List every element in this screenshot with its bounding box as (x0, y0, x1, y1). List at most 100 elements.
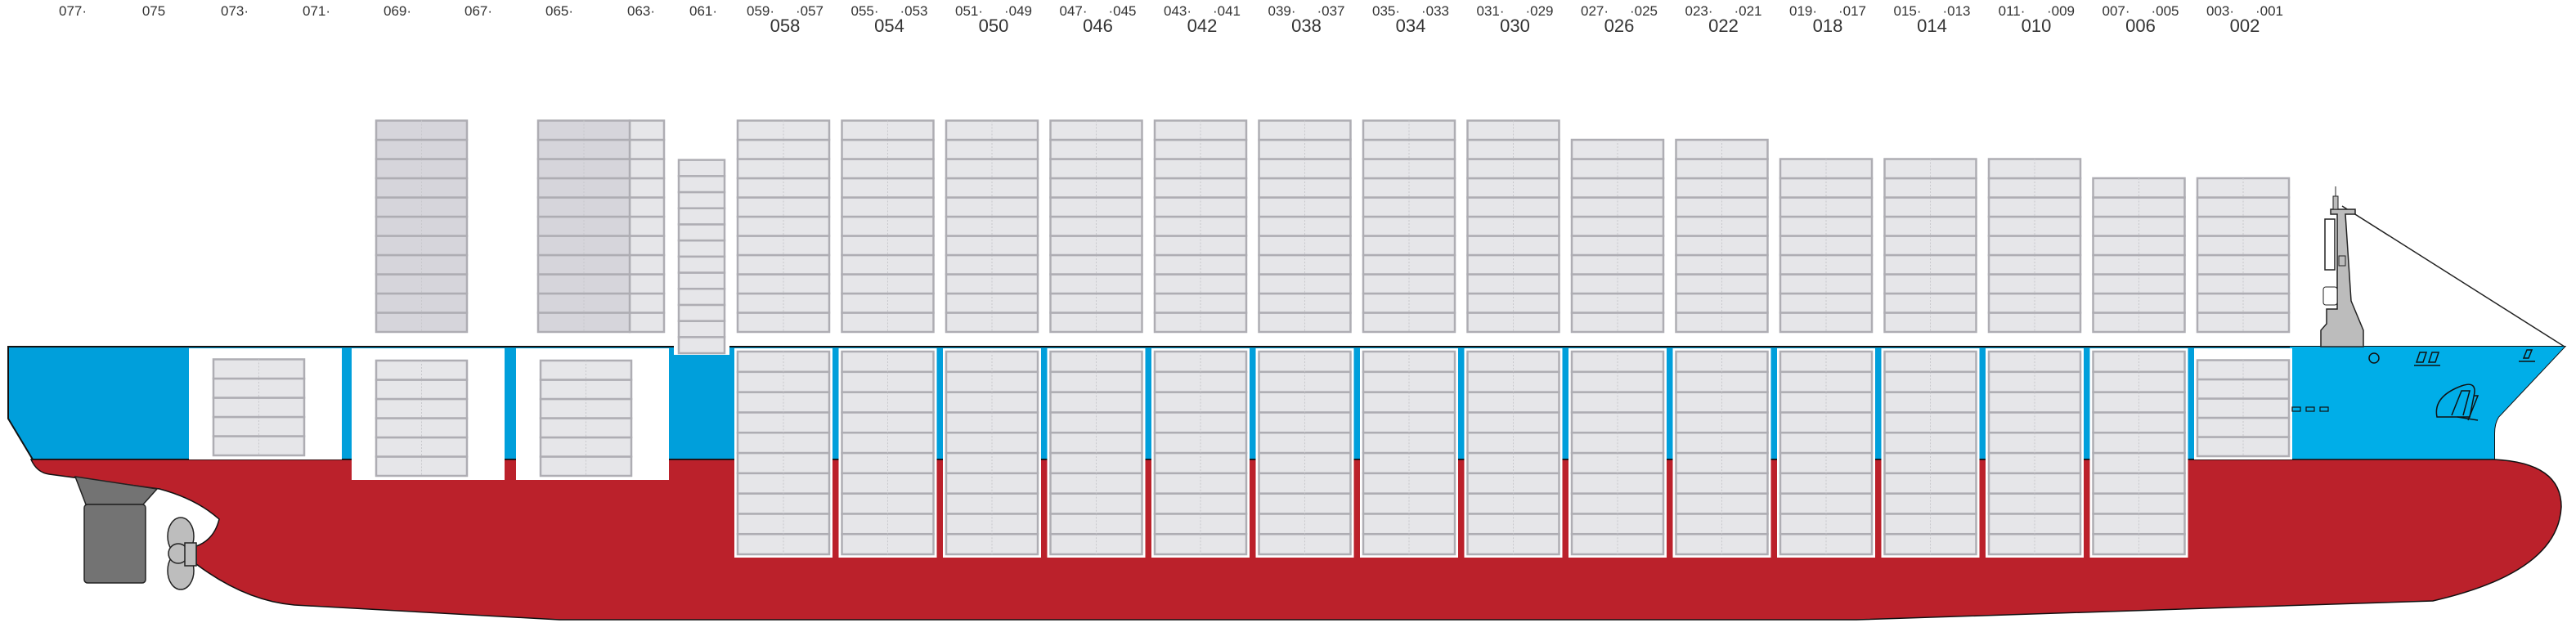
container-tier (945, 119, 1039, 141)
container-tier (1779, 253, 1874, 276)
container-tier (1258, 138, 1352, 160)
bay-label: 073· (221, 3, 249, 19)
container-tier (2092, 177, 2186, 199)
container-tier (736, 312, 831, 334)
container-tier (1466, 177, 1560, 199)
deck-stack-022 (1675, 138, 1769, 334)
mast-ladder (2324, 218, 2336, 271)
container-tier (1466, 235, 1560, 257)
container-tier (1779, 177, 1874, 199)
mast-top (2332, 195, 2339, 210)
container-tier (1779, 158, 1874, 180)
container-tier (1153, 177, 1248, 199)
container-tier (628, 292, 666, 314)
container-tier (536, 312, 631, 334)
hold-stack-002 (2196, 359, 2291, 458)
container-tier (2196, 416, 2291, 438)
deck-stack-006 (2092, 177, 2186, 334)
container-tier (1153, 138, 1248, 160)
container-tier (1258, 158, 1352, 180)
container-tier (375, 292, 469, 314)
hold-stack-050 (945, 350, 1039, 556)
bay-label-even: 010 (2022, 16, 2052, 36)
container-tier (1987, 196, 2082, 218)
hold-stack-065 (539, 359, 633, 477)
container-tier (1258, 235, 1352, 257)
container-tier (628, 253, 666, 276)
container-tier (945, 292, 1039, 314)
container-tier (1466, 312, 1560, 334)
container-tier (1153, 196, 1248, 218)
container-tier (375, 436, 469, 458)
container-tier (945, 138, 1039, 160)
container-tier (1570, 215, 1665, 237)
container-tier (539, 417, 633, 439)
bay-label-odd: ·017 (1838, 3, 1866, 19)
deck-stack-030 (1466, 119, 1560, 334)
container-tier (1258, 292, 1352, 314)
bay-label-odd: ·029 (1525, 3, 1553, 19)
container-tier (1883, 312, 1977, 334)
container-tier (1883, 292, 1977, 314)
container-tier (2196, 235, 2291, 257)
hold-stack-073 (212, 358, 306, 457)
container-tier (2196, 215, 2291, 237)
container-tier (375, 379, 469, 401)
deck-stack-038 (1258, 119, 1352, 334)
bay-label-odd: ·009 (2047, 3, 2075, 19)
container-tier (1362, 273, 1456, 295)
container-tier (1570, 312, 1665, 334)
bay-label-even: 050 (979, 16, 1009, 36)
container-tier (628, 273, 666, 295)
container-tier (1675, 158, 1769, 180)
container-tier (1362, 312, 1456, 334)
bay-label-odd: 007· (2102, 3, 2129, 19)
container-tier (1153, 215, 1248, 237)
container-tier (1883, 273, 1977, 295)
container-tier (677, 190, 726, 209)
hold-stack-054 (841, 350, 935, 556)
container-tier (1570, 253, 1665, 276)
container-tier (1362, 215, 1456, 237)
container-tier (736, 138, 831, 160)
container-tier (1049, 196, 1143, 218)
bay-label-odd: 019· (1789, 3, 1817, 19)
container-tier (2196, 253, 2291, 276)
container-tier (1466, 196, 1560, 218)
container-tier (736, 158, 831, 180)
bay-label-odd: ·025 (1630, 3, 1658, 19)
bay-label-odd: ·033 (1421, 3, 1449, 19)
bay-label-odd: 047· (1059, 3, 1087, 19)
deck-stack-010 (1987, 158, 2082, 334)
container-tier (536, 158, 631, 180)
container-tier (1987, 292, 2082, 314)
container-tier (375, 397, 469, 419)
container-tier (2092, 235, 2186, 257)
bay-label-odd: 023· (1685, 3, 1712, 19)
bay-label-even: 026 (1604, 16, 1635, 36)
container-tier (1466, 253, 1560, 276)
container-tier (677, 303, 726, 322)
container-tier (628, 158, 666, 180)
foremast (2320, 208, 2364, 347)
container-tier (677, 336, 726, 355)
container-tier (539, 397, 633, 419)
bay-label-even: 014 (1917, 16, 1947, 36)
deck-stack-065 (536, 119, 631, 334)
container-tier (1570, 138, 1665, 160)
container-tier (841, 312, 935, 334)
bay-label-even: 058 (770, 16, 801, 36)
bay-label-even: 018 (1813, 16, 1843, 36)
hold-stack-010 (1987, 350, 2082, 556)
container-tier (677, 287, 726, 307)
bay-label-even: 042 (1187, 16, 1218, 36)
bow-mark-small-icon (2519, 349, 2535, 362)
container-tier (536, 292, 631, 314)
container-tier (1258, 177, 1352, 199)
container-tier (1987, 273, 2082, 295)
hold-stack-069 (375, 359, 469, 477)
hold-stack-006 (2092, 350, 2186, 556)
container-tier (375, 196, 469, 218)
container-tier (212, 415, 306, 437)
